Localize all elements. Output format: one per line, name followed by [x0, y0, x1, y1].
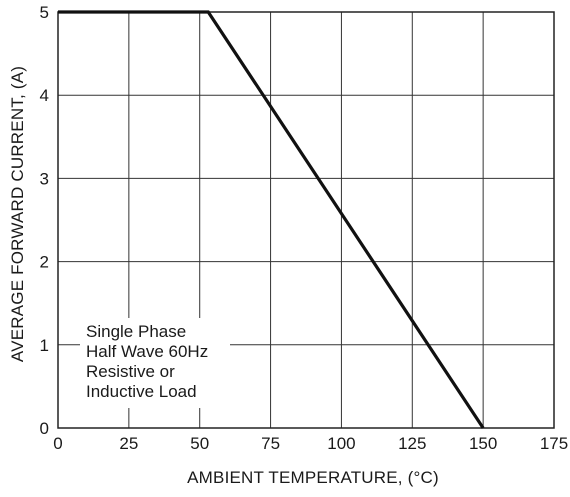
y-tick-label: 0: [40, 419, 49, 438]
x-tick-label: 150: [469, 434, 497, 453]
y-axis-title: AVERAGE FORWARD CURRENT, (A): [8, 66, 27, 362]
annotation-background: [80, 318, 230, 408]
annotation-line-3: Resistive or: [86, 362, 175, 381]
annotation-line-1: Single Phase: [86, 322, 186, 341]
x-tick-label: 100: [327, 434, 355, 453]
series-line: [58, 10, 485, 429]
series-lines: [58, 10, 485, 429]
y-tick-label: 2: [40, 253, 49, 272]
y-tick-labels: 0 1 2 3 4 5: [40, 3, 49, 438]
x-tick-label: 75: [261, 434, 280, 453]
y-tick-label: 4: [40, 86, 49, 105]
x-tick-label: 25: [119, 434, 138, 453]
annotation-line-2: Half Wave 60Hz: [86, 342, 208, 361]
plot-frame: [57, 11, 555, 429]
y-tick-label: 3: [40, 169, 49, 188]
x-tick-label: 125: [398, 434, 426, 453]
y-tick-label: 1: [40, 336, 49, 355]
x-tick-label: 175: [540, 434, 568, 453]
x-tick-labels: 0 25 50 75 100 125 150 175: [53, 434, 568, 453]
plot-border: [57, 11, 555, 429]
annotation-line-4: Inductive Load: [86, 382, 197, 401]
x-tick-label: 50: [190, 434, 209, 453]
x-axis-title: AMBIENT TEMPERATURE, (°C): [187, 468, 439, 487]
y-tick-label: 5: [40, 3, 49, 22]
x-tick-label: 0: [53, 434, 62, 453]
